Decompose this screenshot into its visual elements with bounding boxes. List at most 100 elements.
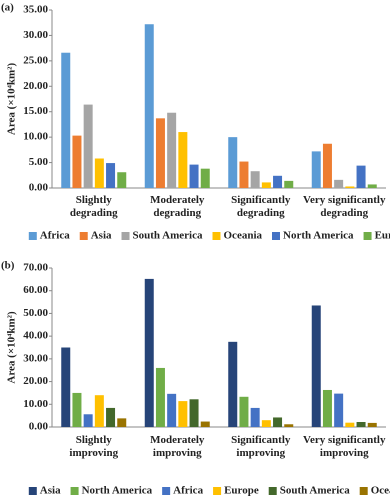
y-tick-label: 70.00: [23, 262, 48, 274]
x-tick-label: Very significantly improving: [303, 434, 386, 459]
bar: [228, 137, 238, 188]
legend-label: Asia: [40, 485, 61, 497]
bar: [273, 175, 283, 188]
bar: [189, 164, 199, 188]
bar: [83, 414, 93, 427]
x-tick-label: Slightly improving: [69, 434, 118, 459]
x-tick-label: Moderately improving: [150, 434, 205, 459]
y-tick-label: 30.00: [23, 29, 48, 41]
y-tick-label: 50.00: [23, 307, 48, 319]
legend-label: Africa: [40, 230, 70, 242]
bar: [356, 422, 366, 427]
bar: [155, 367, 165, 427]
legend-swatch: [28, 487, 37, 495]
x-tick-label: Moderately degrading: [150, 194, 205, 219]
x-tick-label: Significantly degrading: [231, 194, 291, 219]
panel-label: (b): [1, 260, 15, 272]
legend-label: Europe: [224, 485, 259, 497]
legend-label: North America: [82, 485, 153, 497]
legend-label: South America: [133, 230, 203, 242]
bar: [72, 392, 82, 427]
y-tick-label: 25.00: [23, 54, 48, 66]
bar: [178, 401, 188, 427]
bar: [155, 118, 165, 188]
legend-swatch: [213, 487, 222, 495]
legend-swatch: [28, 232, 37, 240]
y-tick-label: 60.00: [23, 284, 48, 296]
bar: [61, 52, 71, 188]
legend-label: North America: [283, 230, 354, 242]
bar: [200, 421, 210, 427]
bar: [94, 395, 104, 427]
y-axis-label: Area (×10⁴km²): [6, 311, 18, 384]
bar: [311, 151, 321, 188]
bar: [106, 163, 116, 188]
legend-swatch: [212, 232, 221, 240]
bar: [228, 341, 238, 427]
y-tick-label: 5.00: [29, 156, 49, 168]
bar: [72, 135, 82, 188]
bar: [322, 143, 332, 188]
legend-label: Africa: [173, 485, 203, 497]
y-axis-label: Area (×10⁴km²): [6, 63, 18, 136]
bar: [117, 172, 127, 188]
y-tick-label: 15.00: [23, 105, 48, 117]
bar: [106, 407, 116, 427]
bar: [334, 179, 344, 188]
bar: [334, 393, 344, 427]
bar: [284, 424, 294, 427]
y-tick-label: 20.00: [23, 80, 48, 92]
y-tick-label: 40.00: [23, 330, 48, 342]
bar: [117, 418, 127, 427]
bar: [250, 407, 260, 427]
bar: [284, 180, 294, 188]
bar: [367, 422, 377, 427]
bar: [178, 132, 188, 188]
legend-label: South America: [280, 485, 350, 497]
x-tick-label: Very significantly degrading: [303, 194, 386, 219]
bar: [345, 186, 355, 188]
bar: [322, 389, 332, 427]
bar: [311, 305, 321, 427]
bar: [189, 399, 199, 427]
legend-label: Europe: [375, 230, 390, 242]
legend-swatch: [359, 487, 368, 495]
bar: [144, 278, 154, 427]
y-tick-label: 30.00: [23, 352, 48, 364]
legend-swatch: [363, 232, 372, 240]
bar: [61, 347, 71, 427]
y-tick-label: 10.00: [23, 131, 48, 143]
legend-swatch: [272, 232, 280, 240]
bar: [367, 184, 377, 188]
bar: [94, 158, 104, 188]
panel-label: (a): [1, 2, 14, 14]
bar: [345, 422, 355, 427]
legend-swatch: [162, 487, 171, 495]
y-tick-label: 0.00: [29, 421, 49, 433]
bar: [250, 171, 260, 188]
x-tick-label: Slightly degrading: [70, 194, 118, 219]
bar: [239, 396, 249, 427]
legend: Asia North America Africa Europe South Ameri…: [28, 485, 390, 497]
legend-swatch: [268, 487, 277, 495]
legend-label: Oceania: [224, 230, 263, 242]
legend-label: Oceania: [371, 485, 390, 497]
bar: [239, 161, 249, 188]
legend: Africa Asia South America Oceania North Amer…: [28, 230, 390, 242]
bar: [273, 417, 283, 427]
y-tick-label: 20.00: [23, 375, 48, 387]
bar: [261, 420, 271, 427]
legend-swatch: [121, 232, 130, 240]
x-tick-label: Significantly improving: [231, 434, 291, 459]
legend-swatch: [70, 487, 79, 495]
bar: [167, 112, 177, 188]
bar: [261, 182, 271, 188]
bar: [83, 104, 93, 188]
y-tick-label: 35.00: [23, 4, 48, 16]
y-tick-label: 10.00: [23, 398, 48, 410]
bar: [167, 393, 177, 427]
y-tick-label: 0.00: [29, 182, 49, 194]
legend-label: Asia: [91, 230, 112, 242]
legend-swatch: [79, 232, 88, 240]
